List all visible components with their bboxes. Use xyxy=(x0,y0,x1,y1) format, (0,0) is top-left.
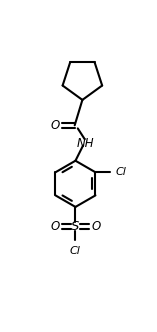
Text: O: O xyxy=(91,220,100,233)
Text: S: S xyxy=(71,220,80,233)
Text: O: O xyxy=(50,119,59,132)
Text: NH: NH xyxy=(77,137,94,150)
Text: Cl: Cl xyxy=(70,246,81,256)
Text: Cl: Cl xyxy=(115,167,126,177)
Text: O: O xyxy=(50,220,60,233)
